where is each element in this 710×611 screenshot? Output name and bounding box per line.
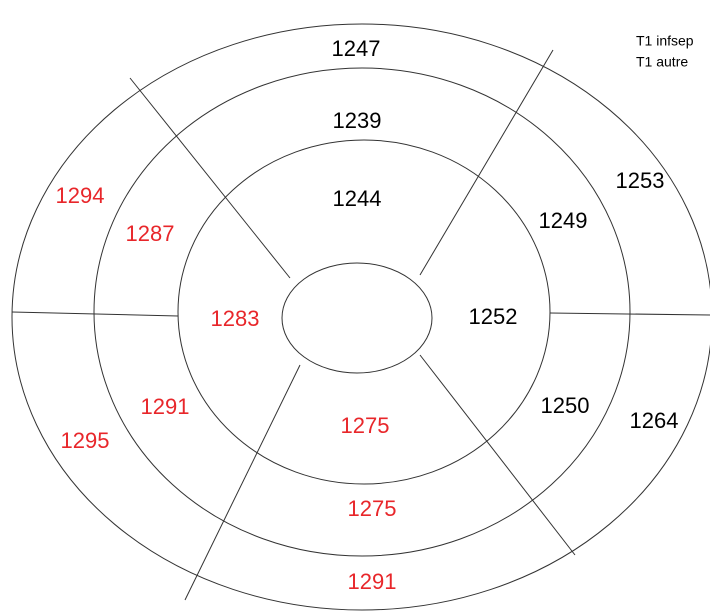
divider — [549, 312, 710, 316]
segment-value: 1275 — [348, 496, 397, 521]
legend-entry: T1 infsep — [636, 33, 694, 49]
segment-value: 1291 — [141, 394, 190, 419]
outer-ring — [11, 23, 710, 611]
segment-value: 1275 — [341, 413, 390, 438]
segment-value: 1287 — [126, 221, 175, 246]
legend-entry: T1 autre — [636, 54, 688, 70]
segment-value: 1250 — [541, 393, 590, 418]
segment-value: 1247 — [332, 36, 381, 61]
segment-value: 1294 — [56, 183, 105, 208]
middle-ring — [93, 67, 631, 557]
segment-value: 1252 — [469, 304, 518, 329]
segment-value: 1249 — [539, 208, 588, 233]
divider — [419, 354, 576, 556]
divider — [184, 364, 301, 601]
segment-value: 1264 — [630, 408, 679, 433]
segment-value: 1253 — [616, 168, 665, 193]
segment-value: 1283 — [211, 306, 260, 331]
divider — [129, 77, 291, 279]
divider — [419, 49, 554, 276]
segment-value: 1244 — [333, 186, 382, 211]
divider — [11, 311, 179, 317]
segment-value: 1295 — [61, 428, 110, 453]
segment-value: 1239 — [333, 108, 382, 133]
inner-ring — [177, 139, 551, 485]
segment-value: 1291 — [348, 569, 397, 594]
center-circle — [281, 262, 433, 374]
